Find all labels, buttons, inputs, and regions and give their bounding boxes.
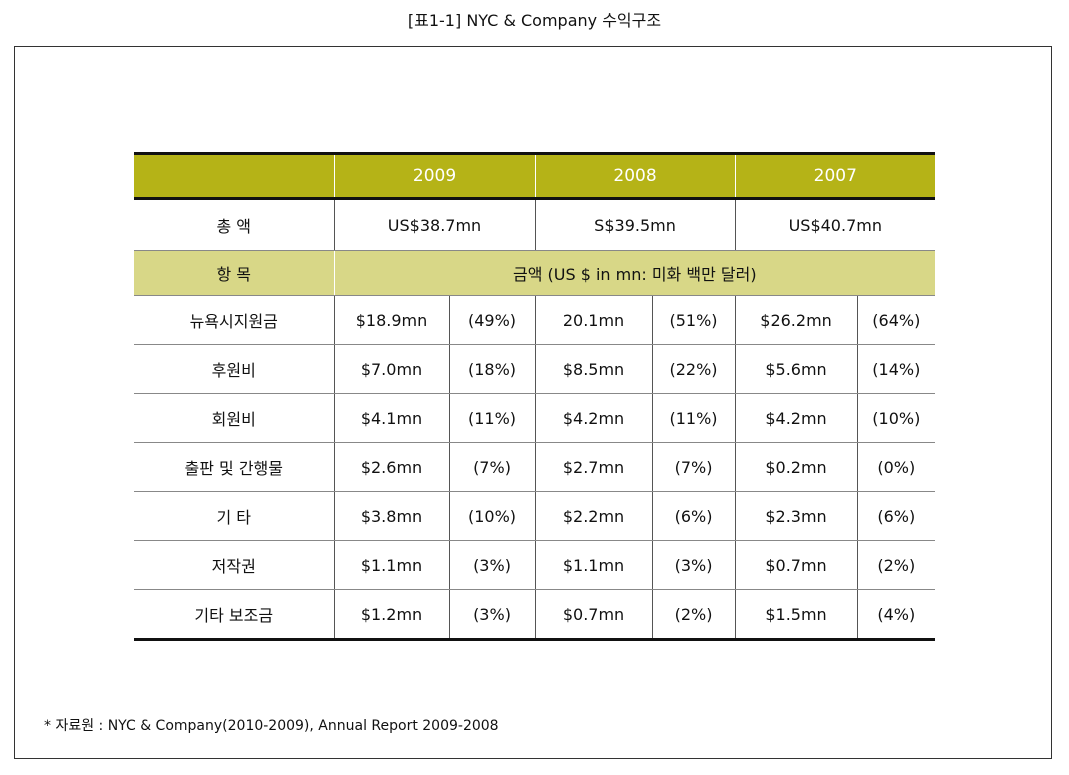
total-row: 총 액 US$38.7mn S$39.5mn US$40.7mn <box>134 198 936 251</box>
cell-2007-share: (10%) <box>856 393 936 443</box>
cell-2007-share: (2%) <box>856 540 936 590</box>
cell-2009-amount: $3.8mn <box>333 491 449 541</box>
cell-2007-share: (64%) <box>856 295 936 345</box>
cell-2009-share: (18%) <box>448 344 536 394</box>
cell-2009-share: (49%) <box>448 295 536 345</box>
cell-2007-share: (6%) <box>856 491 936 541</box>
cell-2007-amount: $26.2mn <box>734 295 858 345</box>
cell-2007-amount: $5.6mn <box>734 344 858 394</box>
cell-2008-share: (6%) <box>651 491 736 541</box>
year-header-row: 2009 2008 2007 <box>134 152 936 200</box>
cell-2009-amount: $2.6mn <box>333 442 449 492</box>
table-caption: [표1-1] NYC & Company 수익구조 <box>407 11 662 30</box>
year-header-2007: 2007 <box>734 152 936 200</box>
cell-2009-amount: $4.1mn <box>333 393 449 443</box>
cell-2009-share: (3%) <box>448 589 536 641</box>
row-label: 뉴욕시지원금 <box>134 295 334 345</box>
items-header-row: 항 목 금액 (US $ in mn: 미화 백만 달러) <box>134 250 936 296</box>
row-label: 회원비 <box>134 393 334 443</box>
cell-2007-amount: $2.3mn <box>734 491 858 541</box>
amount-unit-label: 금액 (US $ in mn: 미화 백만 달러) <box>333 250 936 296</box>
table-row: 기 타 $3.8mn (10%) $2.2mn (6%) $2.3mn (6%) <box>134 491 936 541</box>
year-header-2009: 2009 <box>333 152 536 200</box>
table-row: 출판 및 간행물 $2.6mn (7%) $2.7mn (7%) $0.2mn … <box>134 442 936 492</box>
table-row: 후원비 $7.0mn (18%) $8.5mn (22%) $5.6mn (14… <box>134 344 936 394</box>
table-row: 뉴욕시지원금 $18.9mn (49%) 20.1mn (51%) $26.2m… <box>134 295 936 345</box>
table-row: 회원비 $4.1mn (11%) $4.2mn (11%) $4.2mn (10… <box>134 393 936 443</box>
cell-2009-share: (3%) <box>448 540 536 590</box>
cell-2007-amount: $1.5mn <box>734 589 858 641</box>
cell-2008-amount: $4.2mn <box>534 393 653 443</box>
cell-2008-share: (3%) <box>651 540 736 590</box>
total-value-2007: US$40.7mn <box>734 198 936 251</box>
table-row: 저작권 $1.1mn (3%) $1.1mn (3%) $0.7mn (2%) <box>134 540 936 590</box>
row-label: 저작권 <box>134 540 334 590</box>
cell-2009-amount: $7.0mn <box>333 344 449 394</box>
cell-2009-amount: $1.1mn <box>333 540 449 590</box>
cell-2007-share: (4%) <box>856 589 936 641</box>
year-header-blank <box>134 152 334 200</box>
cell-2007-amount: $0.7mn <box>734 540 858 590</box>
source-footnote: * 자료원 : NYC & Company(2010-2009), Annual… <box>44 718 499 734</box>
cell-2008-share: (51%) <box>651 295 736 345</box>
content-frame <box>14 46 1052 759</box>
row-label: 기타 보조금 <box>134 589 334 641</box>
items-label: 항 목 <box>134 250 334 296</box>
cell-2007-amount: $4.2mn <box>734 393 858 443</box>
total-label: 총 액 <box>134 198 334 251</box>
cell-2008-amount: $0.7mn <box>534 589 653 641</box>
row-label: 기 타 <box>134 491 334 541</box>
cell-2008-amount: $1.1mn <box>534 540 653 590</box>
cell-2008-share: (22%) <box>651 344 736 394</box>
cell-2009-share: (7%) <box>448 442 536 492</box>
table-row: 기타 보조금 $1.2mn (3%) $0.7mn (2%) $1.5mn (4… <box>134 589 936 641</box>
cell-2008-share: (7%) <box>651 442 736 492</box>
cell-2009-share: (11%) <box>448 393 536 443</box>
cell-2008-amount: 20.1mn <box>534 295 653 345</box>
row-label: 출판 및 간행물 <box>134 442 334 492</box>
cell-2008-amount: $2.7mn <box>534 442 653 492</box>
cell-2008-amount: $2.2mn <box>534 491 653 541</box>
year-header-2008: 2008 <box>534 152 736 200</box>
cell-2008-share: (11%) <box>651 393 736 443</box>
cell-2007-share: (0%) <box>856 442 936 492</box>
cell-2008-amount: $8.5mn <box>534 344 653 394</box>
total-value-2008: S$39.5mn <box>534 198 736 251</box>
cell-2009-amount: $1.2mn <box>333 589 449 641</box>
revenue-structure-table: 2009 2008 2007 총 액 US$38.7mn S$39.5mn US… <box>134 152 936 641</box>
cell-2009-share: (10%) <box>448 491 536 541</box>
cell-2007-share: (14%) <box>856 344 936 394</box>
row-label: 후원비 <box>134 344 334 394</box>
cell-2007-amount: $0.2mn <box>734 442 858 492</box>
cell-2008-share: (2%) <box>651 589 736 641</box>
total-value-2009: US$38.7mn <box>333 198 536 251</box>
cell-2009-amount: $18.9mn <box>333 295 449 345</box>
